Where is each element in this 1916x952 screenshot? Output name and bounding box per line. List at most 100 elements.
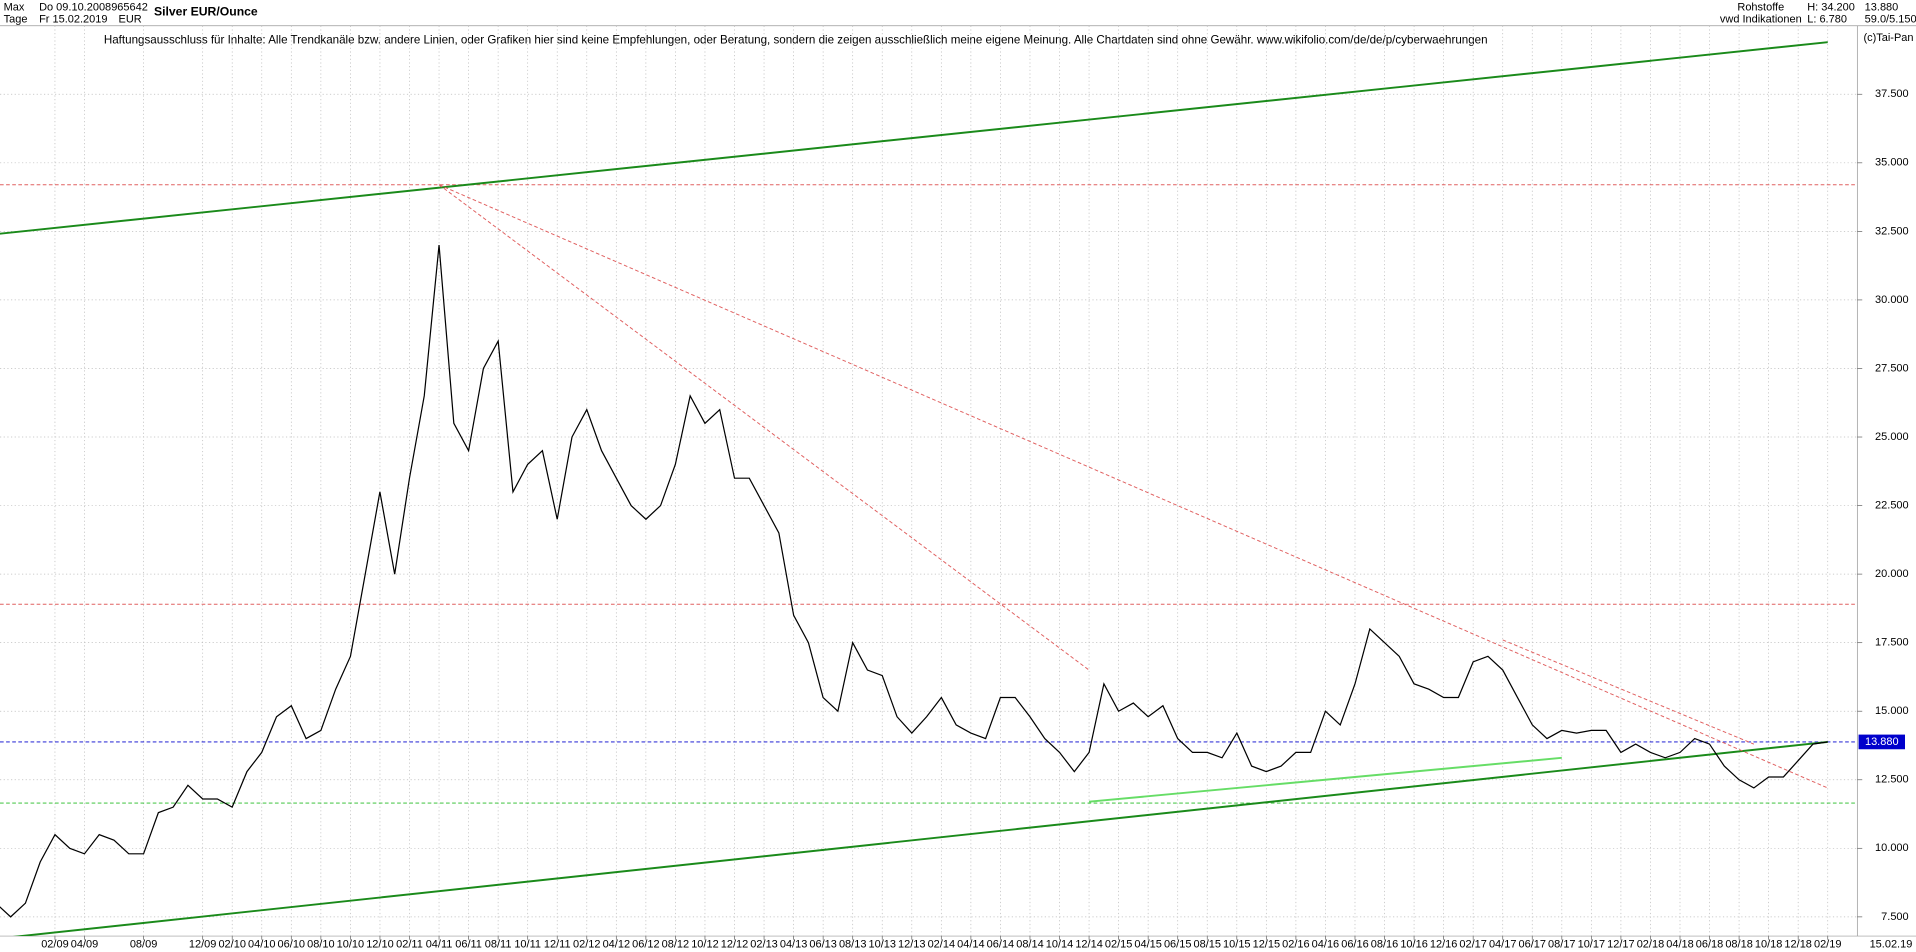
x-tick-label: 04/18 (1666, 939, 1694, 951)
x-tick-label: 02/18 (1637, 939, 1665, 951)
end-date-label: 15.02.19 (1870, 939, 1913, 951)
y-tick-label: 12.500 (1875, 774, 1909, 786)
range2: 59.0/5.150 (1865, 14, 1916, 26)
x-tick-label: 04/12 (603, 939, 631, 951)
currency: EUR (119, 14, 142, 26)
trend-line (438, 184, 1828, 789)
x-tick-label: 02/14 (928, 939, 956, 951)
x-tick-label: 04/10 (248, 939, 276, 951)
y-tick-label: 17.500 (1875, 637, 1909, 649)
x-tick-label: 12/11 (544, 939, 571, 951)
y-tick-label: 30.000 (1875, 294, 1909, 306)
x-tick-label: 08/17 (1548, 939, 1576, 951)
x-tick-label: 06/14 (987, 939, 1015, 951)
x-tick-label: 02/19 (1814, 939, 1842, 951)
x-tick-label: 08/12 (662, 939, 690, 951)
x-tick-label: 02/09 (41, 939, 68, 951)
x-tick-label: 10/16 (1400, 939, 1428, 951)
y-tick-label: 20.000 (1875, 568, 1909, 580)
trend-line (0, 41, 1828, 235)
x-tick-label: 12/16 (1430, 939, 1458, 951)
x-tick-label: 12/10 (366, 939, 394, 951)
x-tick-label: 12/12 (721, 939, 749, 951)
x-tick-label: 06/18 (1696, 939, 1724, 951)
price-line (0, 244, 1828, 918)
x-tick-label: 10/11 (514, 939, 541, 951)
x-tick-label: 02/13 (750, 939, 778, 951)
x-tick-label: 08/15 (1194, 939, 1222, 951)
x-tick-label: 02/16 (1282, 939, 1310, 951)
x-tick-label: 10/12 (691, 939, 719, 951)
x-tick-label: 02/11 (396, 939, 423, 951)
y-tick-label: 22.500 (1875, 499, 1909, 511)
disclaimer: Haftungsausschluss für Inhalte: Alle Tre… (104, 33, 1488, 46)
x-tick-label: 06/10 (278, 939, 306, 951)
x-tick-label: 10/18 (1755, 939, 1783, 951)
x-tick-label: 12/15 (1253, 939, 1281, 951)
x-tick-label: 08/13 (839, 939, 867, 951)
x-tick-label: 02/17 (1459, 939, 1487, 951)
x-tick-label: 04/14 (957, 939, 985, 951)
x-tick-label: 06/17 (1519, 939, 1547, 951)
x-tick-label: 08/10 (307, 939, 335, 951)
x-tick-label: 06/11 (455, 939, 482, 951)
x-tick-label: 08/14 (1016, 939, 1044, 951)
x-tick-label: 08/09 (130, 939, 158, 951)
x-tick-label: 06/13 (809, 939, 837, 951)
copyright: (c)Tai-Pan (1863, 32, 1913, 44)
x-tick-label: 06/16 (1341, 939, 1369, 951)
range[interactable]: Max (4, 1, 25, 13)
provider: vwd Indikationen (1720, 14, 1802, 26)
x-tick-label: 12/18 (1784, 939, 1812, 951)
y-tick-label: 10.000 (1875, 842, 1909, 854)
trend-line (12, 740, 1828, 937)
x-tick-label: 10/13 (868, 939, 896, 951)
x-tick-label: 04/09 (71, 939, 99, 951)
y-tick-label: 7.500 (1881, 911, 1909, 923)
id: 965642 (111, 1, 148, 13)
x-tick-label: 08/16 (1371, 939, 1399, 951)
x-tick-label: 02/12 (573, 939, 601, 951)
x-tick-label: 02/15 (1105, 939, 1133, 951)
x-tick-label: 04/15 (1134, 939, 1162, 951)
x-tick-label: 04/11 (426, 939, 453, 951)
y-tick-label: 35.000 (1875, 157, 1909, 169)
x-tick-label: 10/14 (1046, 939, 1074, 951)
x-tick-label: 02/10 (218, 939, 246, 951)
y-tick-label: 15.000 (1875, 705, 1909, 717)
x-tick-label: 12/17 (1607, 939, 1635, 951)
x-tick-label: 10/10 (337, 939, 365, 951)
y-tick-label: 32.500 (1875, 225, 1909, 237)
trend-line (1502, 639, 1755, 745)
y-tick-label: 25.000 (1875, 431, 1909, 443)
x-tick-label: 06/12 (632, 939, 660, 951)
x-tick-label: 04/17 (1489, 939, 1517, 951)
plot-area (0, 25, 1858, 937)
chart-title: Silver EUR/Ounce (154, 4, 258, 18)
x-tick-label: 12/09 (189, 939, 217, 951)
x-tick-label: 04/16 (1312, 939, 1340, 951)
x-tick-label: 08/11 (485, 939, 512, 951)
x-tick-label: 08/18 (1725, 939, 1753, 951)
x-tick-label: 12/14 (1075, 939, 1103, 951)
x-tick-label: 12/13 (898, 939, 926, 951)
last-price-box (1858, 734, 1906, 750)
low: L: 6.780 (1807, 14, 1847, 26)
high: H: 34.200 (1807, 1, 1855, 13)
x-tick-label: 04/13 (780, 939, 808, 951)
source: Rohstoffe (1737, 1, 1784, 13)
to-date: Fr 15.02.2019 (39, 14, 107, 26)
from-date: Do 09.10.2008 (39, 1, 111, 13)
y-tick-label: 27.500 (1875, 362, 1909, 374)
x-tick-label: 10/15 (1223, 939, 1251, 951)
y-tick-label: 37.500 (1875, 88, 1909, 100)
last: 13.880 (1865, 1, 1899, 13)
x-tick-label: 10/17 (1578, 939, 1606, 951)
unit-mode[interactable]: Tage (4, 14, 28, 26)
last-price-label: 13.880 (1865, 736, 1899, 748)
x-tick-label: 06/15 (1164, 939, 1192, 951)
trend-line (438, 184, 1090, 671)
trend-line (1088, 756, 1562, 803)
